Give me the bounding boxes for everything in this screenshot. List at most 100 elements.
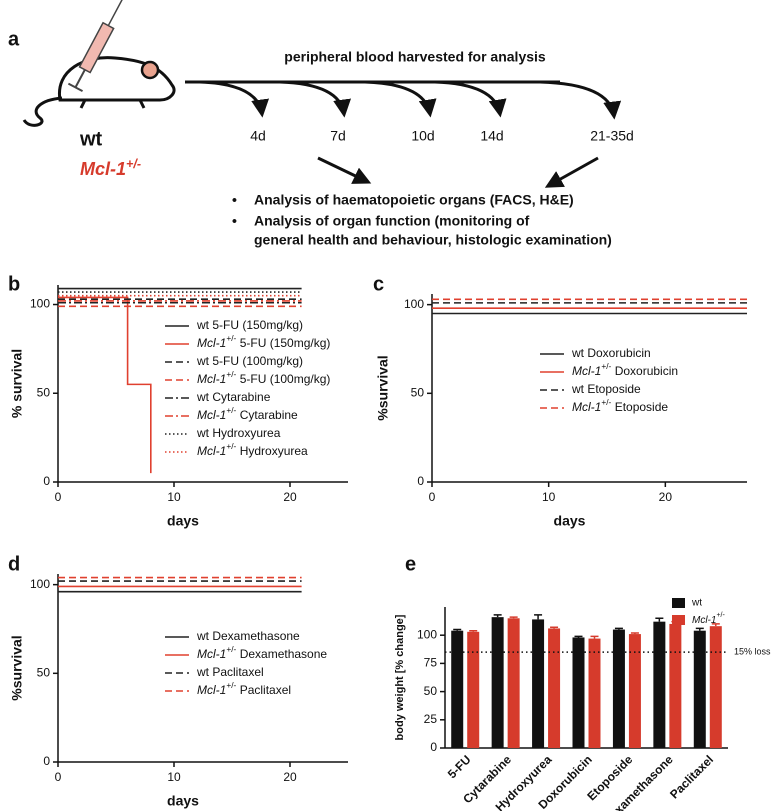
- x-tick-label: 10: [542, 490, 556, 504]
- arrow: [279, 80, 352, 118]
- timepoint: 7d: [330, 128, 346, 144]
- syringe: [67, 0, 124, 93]
- x-axis-label: days: [554, 513, 586, 529]
- bullet: •: [232, 213, 237, 229]
- legend-label: Mcl-1+/-: [692, 612, 725, 626]
- y-tick-label: 0: [417, 474, 424, 488]
- bar: [572, 637, 585, 748]
- reference-label: 15% loss: [734, 646, 771, 656]
- y-tick-label: 100: [404, 297, 424, 311]
- bar: [532, 619, 545, 748]
- x-tick-label: 20: [283, 490, 297, 504]
- legend-label: Mcl-1+/- 5-FU (150mg/kg): [197, 333, 330, 350]
- panel-a: a wt Mcl-1+/- peripheral blood harvested…: [8, 0, 634, 248]
- timepoint: 21-35d: [590, 128, 634, 144]
- legend-label: wt Etoposide: [571, 382, 641, 396]
- error-bar: [550, 626, 559, 629]
- timepoint: 4d: [250, 128, 266, 144]
- error-bar: [534, 614, 543, 620]
- y-tick-label: 100: [417, 627, 437, 641]
- y-tick-label: 50: [411, 385, 425, 399]
- bullet-text: general health and behaviour, histologic…: [254, 232, 612, 248]
- x-tick-label: 0: [429, 490, 436, 504]
- bar: [491, 617, 504, 748]
- bar: [451, 630, 464, 748]
- x-tick-label: 0: [55, 770, 62, 784]
- bullet-text: Analysis of haematopoietic organs (FACS,…: [254, 192, 574, 208]
- error-bar: [614, 627, 623, 630]
- panel-label: b: [8, 273, 20, 295]
- legend-label: wt Paclitaxel: [196, 665, 264, 679]
- y-tick-label: 100: [30, 297, 50, 311]
- error-bar: [574, 635, 583, 638]
- legend-label: Mcl-1+/- Etoposide: [572, 397, 668, 414]
- bar: [612, 629, 625, 748]
- bar: [548, 628, 561, 748]
- arrow: [364, 80, 437, 118]
- x-axis-label: days: [167, 793, 199, 809]
- bullet-text: Analysis of organ function (monitoring o…: [254, 213, 530, 229]
- y-tick-label: 50: [37, 665, 51, 679]
- legend-label: Mcl-1+/- 5-FU (100mg/kg): [197, 369, 330, 386]
- y-axis-label: % survival: [9, 349, 25, 418]
- legend-label: Mcl-1+/- Hydroxyurea: [197, 441, 308, 458]
- bar: [669, 623, 682, 748]
- panel-label: d: [8, 553, 20, 575]
- survival-line: [58, 296, 152, 474]
- timeline-title: peripheral blood harvested for analysis: [284, 49, 546, 65]
- legend-label: wt 5-FU (100mg/kg): [196, 354, 303, 368]
- y-axis-label: %survival: [9, 635, 25, 700]
- mouse-tail: [22, 96, 63, 127]
- y-tick-label: 50: [424, 684, 438, 698]
- error-bar: [509, 616, 518, 619]
- mouse-feet: [79, 99, 146, 109]
- legend-swatch: [672, 598, 685, 608]
- legend-label: Mcl-1+/- Paclitaxel: [197, 680, 291, 697]
- panel-label: e: [405, 553, 416, 575]
- y-tick-label: 75: [424, 656, 438, 670]
- legend-label: wt: [691, 598, 702, 609]
- legend-label: wt Dexamethasone: [196, 629, 300, 643]
- x-tick-label: 10: [167, 490, 181, 504]
- legend-label: Mcl-1+/- Doxorubicin: [572, 361, 678, 378]
- y-tick-label: 100: [30, 577, 50, 591]
- y-axis-label: body weight [% change]: [394, 614, 406, 740]
- timepoint: 14d: [480, 128, 503, 144]
- error-bar: [695, 627, 704, 631]
- strain-label: Mcl-1+/-: [80, 157, 141, 178]
- error-bar: [493, 614, 502, 618]
- bar: [628, 634, 641, 748]
- y-tick-label: 0: [43, 474, 50, 488]
- mouse-ear: [140, 60, 160, 80]
- strain-label: wt: [79, 128, 103, 150]
- y-tick-label: 0: [430, 740, 437, 754]
- error-bar: [655, 617, 664, 622]
- bar: [709, 626, 722, 748]
- error-bar: [590, 635, 599, 639]
- arrow: [199, 80, 270, 118]
- x-axis-label: days: [167, 513, 199, 529]
- error-bar: [453, 628, 462, 631]
- x-tick-label: 0: [55, 490, 62, 504]
- y-tick-label: 25: [424, 712, 438, 726]
- bar: [507, 618, 520, 748]
- bar: [588, 638, 601, 748]
- legend-label: wt 5-FU (150mg/kg): [196, 318, 303, 332]
- error-bar: [711, 623, 720, 627]
- arrow: [434, 80, 507, 118]
- bullet: •: [232, 192, 237, 208]
- timepoint: 10d: [411, 128, 434, 144]
- arrow: [539, 80, 622, 120]
- x-tick-label: 10: [167, 770, 181, 784]
- legend-label: Mcl-1+/- Dexamethasone: [197, 644, 327, 661]
- legend-label: wt Hydroxyurea: [196, 426, 281, 440]
- x-tick-label: 5-FU: [445, 752, 474, 781]
- error-bar: [469, 629, 478, 632]
- x-tick-label: Paclitaxel: [667, 752, 716, 801]
- y-tick-label: 50: [37, 385, 51, 399]
- x-tick-label: 20: [283, 770, 297, 784]
- legend-label: wt Cytarabine: [196, 390, 271, 404]
- bar: [653, 621, 666, 748]
- panel-label: c: [373, 273, 384, 295]
